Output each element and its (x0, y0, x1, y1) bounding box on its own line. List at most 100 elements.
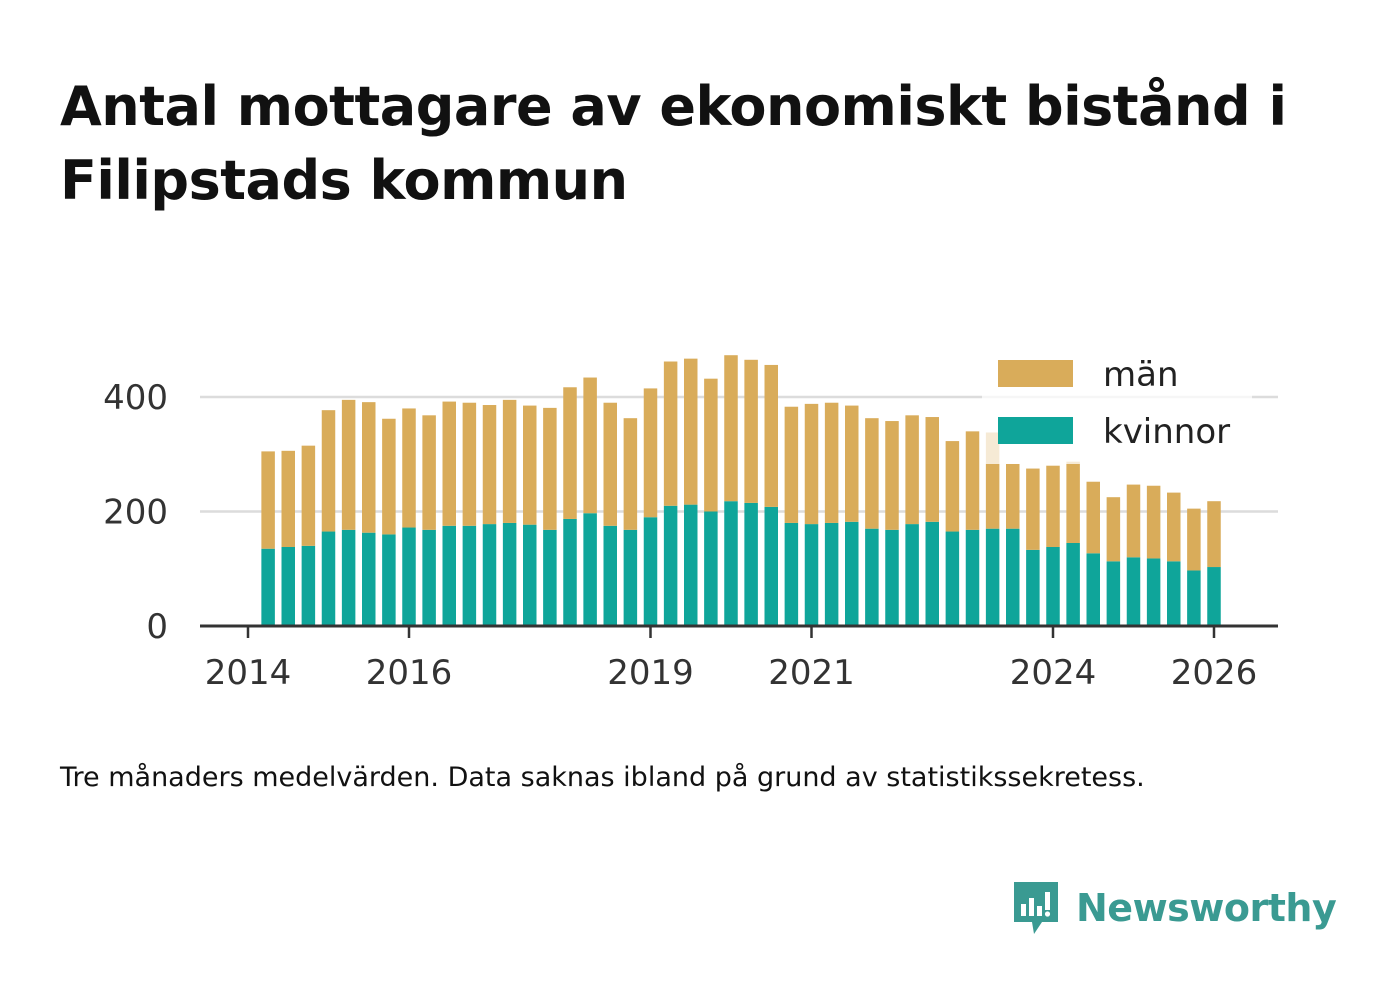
bar-man (543, 407, 557, 530)
bar-kvinnor (543, 529, 557, 626)
bar-kvinnor (744, 502, 758, 626)
bar-man (804, 403, 819, 525)
bar-man (1046, 465, 1060, 547)
bar-kvinnor (684, 504, 698, 626)
legend-swatch (998, 417, 1073, 444)
bar-man (603, 402, 617, 526)
bar-man (281, 450, 295, 547)
bar-kvinnor (442, 525, 456, 626)
bar-man (724, 355, 738, 502)
bar-man (784, 406, 799, 523)
bar-man (1066, 461, 1080, 543)
bar-kvinnor (885, 529, 899, 626)
axes: 0 200 400 2014 2016 2019 2021 2024 2026 (103, 378, 1278, 693)
bar-man (865, 418, 879, 529)
bar-kvinnor (382, 534, 396, 626)
bar-man (402, 408, 416, 528)
bar-man (764, 364, 778, 507)
bar-kvinnor (985, 528, 1000, 626)
bar-kvinnor (1086, 553, 1100, 626)
bar-man (845, 405, 859, 522)
bar-kvinnor (362, 532, 376, 626)
bar-kvinnor (945, 531, 960, 626)
x-tick-label: 2019 (607, 653, 694, 693)
bar-man (1207, 501, 1221, 568)
bar-kvinnor (704, 511, 718, 626)
bar-kvinnor (502, 522, 517, 626)
stacked-bar-chart: 0 200 400 2014 2016 2019 2021 2024 2026 män kvinn… (103, 355, 1278, 693)
x-tick-label: 2026 (1171, 653, 1258, 693)
y-tick-label: 400 (103, 378, 168, 418)
bar-kvinnor (1187, 570, 1201, 626)
bar-man (925, 417, 939, 522)
bar-man (563, 387, 577, 519)
bar-man (663, 361, 678, 506)
bar-man (744, 359, 758, 503)
bar-man (482, 405, 497, 525)
chart-title: Antal mottagare av ekonomiskt bistånd i … (60, 75, 1287, 212)
bar-man (442, 401, 456, 526)
bar-kvinnor (1006, 528, 1020, 626)
bar-kvinnor (804, 524, 819, 626)
bar-kvinnor (301, 545, 316, 626)
bar-man (1086, 481, 1100, 554)
bar-kvinnor (523, 524, 537, 626)
bar-kvinnor (563, 518, 577, 626)
footnote: Tre månaders medelvärden. Data saknas ib… (60, 762, 1145, 793)
bar-man (1106, 497, 1121, 562)
bar-kvinnor (583, 513, 597, 626)
bar-kvinnor (321, 531, 336, 626)
bar-kvinnor (824, 522, 839, 626)
legend-label: män (1103, 355, 1179, 395)
bar-kvinnor (623, 529, 638, 626)
bar-man (422, 415, 436, 530)
bar-kvinnor (1026, 549, 1040, 626)
brand-logo[interactable]: Newsworthy (1010, 878, 1337, 938)
x-tick-label: 2016 (366, 653, 453, 693)
bar-man (502, 399, 517, 523)
newsworthy-logo-icon (1014, 882, 1058, 934)
bar-man (1167, 492, 1181, 562)
bar-man (1026, 468, 1040, 550)
bar-kvinnor (965, 529, 980, 626)
bar-man (704, 378, 718, 512)
bar-man (1187, 508, 1201, 571)
bar-kvinnor (422, 529, 436, 626)
bar-man (583, 377, 597, 514)
bar-man (341, 399, 356, 530)
bar-man (824, 402, 839, 523)
bar-man (301, 445, 316, 546)
bar-kvinnor (845, 521, 859, 626)
bar-man (462, 402, 477, 526)
bar-kvinnor (402, 527, 416, 626)
bar-man (382, 418, 396, 535)
bar-man (1006, 463, 1020, 529)
y-tick-label: 200 (103, 493, 168, 533)
x-tick-label: 2024 (1010, 653, 1097, 693)
bar-man (965, 431, 980, 530)
bars (261, 355, 1221, 626)
bar-kvinnor (1066, 542, 1080, 626)
bar-kvinnor (865, 528, 879, 626)
bar-kvinnor (261, 548, 275, 626)
bar-kvinnor (1126, 557, 1141, 626)
bar-kvinnor (1046, 546, 1060, 626)
bar-kvinnor (925, 521, 939, 626)
bar-man (945, 441, 960, 532)
bar-kvinnor (1106, 561, 1121, 626)
bar-kvinnor (1167, 561, 1181, 626)
bar-man (643, 388, 658, 518)
bar-man (885, 421, 899, 530)
bar-man (362, 402, 376, 533)
x-tick-label: 2014 (205, 653, 292, 693)
y-tick-label: 0 (146, 607, 168, 647)
bar-kvinnor (905, 524, 919, 626)
bar-man (321, 410, 336, 532)
bar-man (523, 405, 537, 525)
bar-kvinnor (663, 505, 678, 626)
bar-kvinnor (462, 525, 477, 626)
legend-label: kvinnor (1103, 412, 1230, 452)
bar-kvinnor (643, 517, 658, 626)
bar-man (623, 418, 638, 530)
bar-kvinnor (764, 506, 778, 626)
